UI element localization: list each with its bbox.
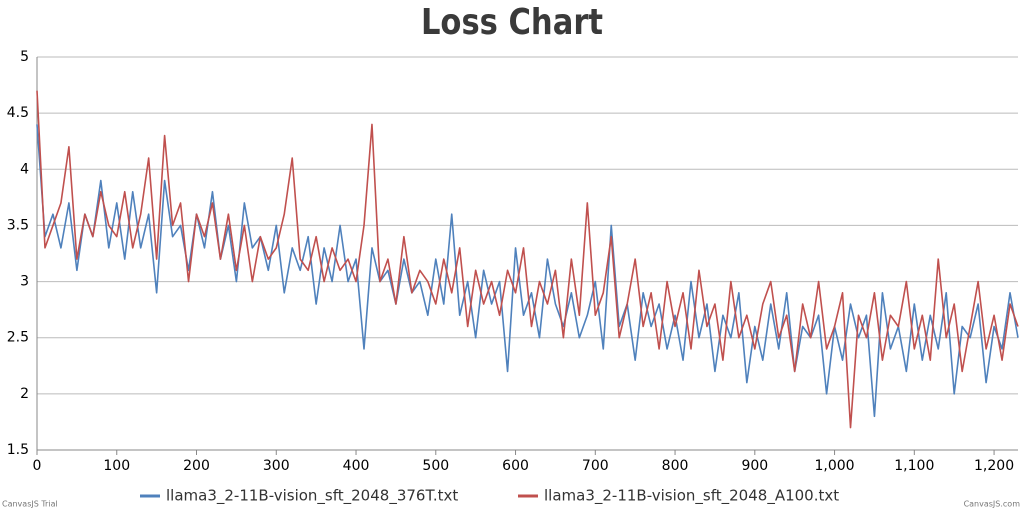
x-tick-label: 800 [662, 458, 689, 474]
y-tick-label: 2 [20, 386, 29, 402]
y-tick-label: 4 [20, 161, 29, 177]
y-tick-label: 1.5 [7, 442, 29, 458]
x-tick-label: 700 [582, 458, 609, 474]
x-tick-label: 300 [263, 458, 290, 474]
legend-label: llama3_2-11B-vision_sft_2048_A100.txt [544, 487, 839, 506]
legend-label: llama3_2-11B-vision_sft_2048_376T.txt [166, 487, 458, 506]
x-tick-label: 500 [422, 458, 449, 474]
y-tick-label: 3.5 [7, 217, 29, 233]
y-tick-label: 4.5 [7, 105, 29, 121]
x-tick-label: 100 [103, 458, 130, 474]
y-tick-label: 3 [20, 274, 29, 290]
x-tick-label: 1,100 [894, 458, 934, 474]
x-tick-label: 1,000 [815, 458, 855, 474]
y-tick-label: 5 [20, 49, 29, 65]
x-tick-label: 0 [33, 458, 42, 474]
watermark: CanvasJS Trial [2, 500, 58, 509]
x-tick-label: 600 [502, 458, 529, 474]
y-tick-label: 2.5 [7, 330, 29, 346]
x-tick-label: 400 [343, 458, 370, 474]
chart-title: Loss Chart [421, 1, 603, 43]
x-tick-label: 1,200 [974, 458, 1014, 474]
series-line [36, 124, 1019, 418]
series-line [36, 90, 1019, 429]
x-tick-label: 900 [741, 458, 768, 474]
x-tick-label: 200 [183, 458, 210, 474]
watermark: CanvasJS.com [964, 500, 1021, 509]
